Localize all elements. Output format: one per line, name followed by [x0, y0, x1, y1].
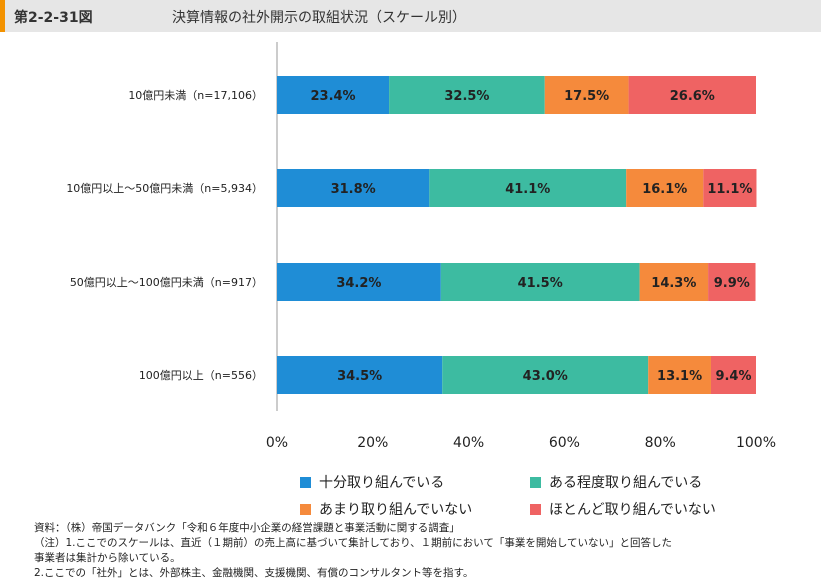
bar-segment-4-1	[277, 356, 443, 394]
data-label-2-2: 41.1%	[505, 182, 550, 197]
data-label-4-4: 9.4%	[715, 369, 751, 384]
stacked-bar-chart: 10億円未満（n=17,106） 23.4% 32.5% 17.5% 26.6% 10億円…	[66, 42, 776, 451]
legend-item-3: あまり取り組んでいない	[300, 499, 472, 519]
bar-segment-4-3	[648, 356, 711, 394]
legend-label-1: 十分取り組んでいる	[319, 475, 445, 491]
data-label-4-2: 43.0%	[523, 369, 568, 384]
bar-segment-1-3	[544, 76, 629, 114]
bar-segment-4-2	[442, 356, 649, 394]
legend-swatch-2	[530, 477, 541, 488]
header-accent-bar	[0, 0, 5, 32]
figure-header: 第2-2-31図 決算情報の社外開示の取組状況（スケール別）	[0, 0, 821, 32]
legend-item-2: ある程度取り組んでいる	[530, 472, 702, 492]
data-label-1-4: 26.6%	[670, 89, 715, 104]
data-label-2-3: 16.1%	[642, 182, 687, 197]
legend-label-4: ほとんど取り組んでいない	[549, 502, 716, 518]
note-line-2: 2.ここでの「社外」とは、外部株主、金融機関、支援機関、有償のコンサルタント等を…	[34, 567, 474, 579]
bar-segment-2-1	[277, 169, 430, 207]
data-label-3-3: 14.3%	[651, 276, 696, 291]
bar-segment-4-4	[710, 356, 756, 394]
legend-item-4: ほとんど取り組んでいない	[530, 499, 716, 519]
x-tick-label-6: 100%	[736, 435, 776, 451]
x-tick-label-5: 80%	[645, 435, 676, 451]
data-label-3-1: 34.2%	[336, 276, 381, 291]
category-label-1: 10億円未満（n=17,106）	[128, 89, 263, 102]
data-label-3-2: 41.5%	[518, 276, 563, 291]
legend-swatch-1	[300, 477, 311, 488]
bar-segment-3-2	[440, 263, 640, 301]
x-tick-label-2: 20%	[357, 435, 388, 451]
bar-segment-1-4	[628, 76, 756, 114]
data-label-4-3: 13.1%	[657, 369, 702, 384]
legend-swatch-3	[300, 504, 311, 515]
data-label-1-1: 23.4%	[310, 89, 355, 104]
data-label-2-1: 31.8%	[331, 182, 376, 197]
source-notes: 資料：（株）帝国データバンク「令和６年度中小企業の経営課題と事業活動に関する調査…	[34, 521, 814, 581]
figure-title: 決算情報の社外開示の取組状況（スケール別）	[172, 10, 466, 26]
bar-segment-3-1	[277, 263, 441, 301]
x-tick-label-1: 0%	[266, 435, 288, 451]
data-label-3-4: 9.9%	[714, 276, 750, 291]
category-label-4: 100億円以上（n=556）	[139, 369, 263, 382]
category-label-2: 10億円以上～50億円未満（n=5,934）	[66, 182, 263, 195]
bar-segment-1-2	[389, 76, 545, 114]
data-label-1-3: 17.5%	[564, 89, 609, 104]
data-label-2-4: 11.1%	[707, 182, 752, 197]
source-line: 資料：（株）帝国データバンク「令和６年度中小企業の経営課題と事業活動に関する調査…	[34, 522, 460, 534]
bar-segment-3-3	[639, 263, 709, 301]
note-line-1-cont: 事業者は集計から除いている。	[34, 552, 181, 564]
category-label-3: 50億円以上～100億円未満（n=917）	[70, 276, 263, 289]
x-tick-label-3: 40%	[453, 435, 484, 451]
bar-segment-3-4	[708, 263, 756, 301]
legend-swatch-4	[530, 504, 541, 515]
bar-segment-2-2	[429, 169, 627, 207]
legend-item-1: 十分取り組んでいる	[300, 472, 444, 492]
note-line-1: （注）1.ここでのスケールは、直近（１期前）の売上高に基づいて集計しており、１期…	[34, 537, 673, 549]
figure-number: 第2-2-31図	[14, 10, 93, 26]
legend-label-3: あまり取り組んでいない	[319, 502, 473, 518]
data-label-4-1: 34.5%	[337, 369, 382, 384]
data-label-1-2: 32.5%	[444, 89, 489, 104]
legend-label-2: ある程度取り組んでいる	[549, 475, 703, 491]
x-tick-label-4: 60%	[549, 435, 580, 451]
bar-segment-2-4	[703, 169, 757, 207]
bar-segment-1-1	[277, 76, 390, 114]
bar-segment-2-3	[626, 169, 704, 207]
